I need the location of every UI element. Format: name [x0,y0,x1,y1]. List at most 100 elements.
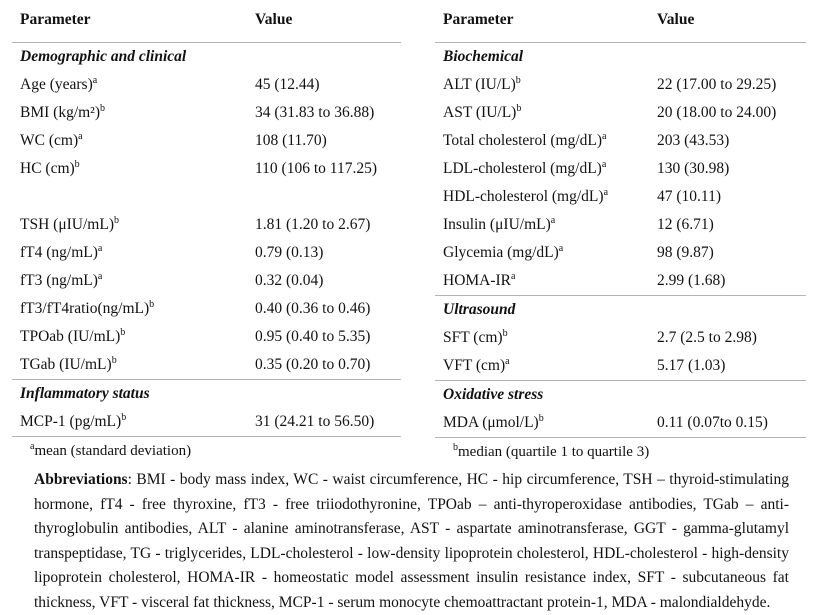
statistic-type-superscript: a [505,355,510,367]
row-parameter-label: Glycemia (mg/dL)a [443,242,564,261]
table-header-left: Parameter Value [12,0,401,43]
table-body-left: Demographic and clinical Age (years)a 45 (… [12,43,401,436]
section-title: Demographic and clinical [20,48,187,65]
row-parameter-label: TGab (IU/mL)b [20,354,117,373]
table-row: TSH (μIU/mL)b 1.81 (1.20 to 2.67) [12,211,401,239]
table-row: HOMA-IRa 2.99 (1.68) [435,267,806,295]
parameters-table-left: Parameter Value Demographic and clinical… [12,0,401,460]
row-parameter-label: BMI (kg/m²)b [20,102,105,121]
row-parameter-label: Total cholesterol (mg/dL)a [443,130,607,149]
table-row: AST (IU/L)b 20 (18.00 to 24.00) [435,99,806,127]
row-parameter-label: TPOab (IU/mL)b [20,326,126,345]
row-parameter-label: HC (cm)b [20,158,80,177]
row-value: 110 (106 to 117.25) [255,160,377,177]
statistic-type-superscript: b [100,102,105,114]
table-row: TPOab (IU/mL)b 0.95 (0.40 to 5.35) [12,323,401,351]
statistic-type-superscript: b [113,214,119,226]
row-value: 45 (12.44) [255,76,320,93]
row-parameter-label: VFT (cm)a [443,355,510,374]
table-row: Age (years)a 45 (12.44) [12,71,401,99]
column-header-parameter: Parameter [443,11,514,28]
row-parameter-label: LDL-cholesterol (mg/dL)a [443,158,607,177]
statistic-type-superscript: a [550,214,556,226]
table-row: fT4 (ng/mL)a 0.79 (0.13) [12,239,401,267]
table-row: TGab (IU/mL)b 0.35 (0.20 to 0.70) [12,351,401,379]
paper-table-page: { "page": { "background_color": "#ffffff… [12,0,806,611]
table-row: Glycemia (mg/dL)a 98 (9.87) [435,239,806,267]
row-parameter-label: MCP-1 (pg/mL)b [20,411,127,430]
footnote-text: median (quartile 1 to quartile 3) [458,444,650,460]
table-row: MDA (μmol/L)b 0.11 (0.07to 0.15) [435,409,806,437]
abbreviations-lead: Abbreviations [34,471,128,488]
abbreviations-paragraph: Abbreviations: BMI - body mass index, WC… [34,468,789,615]
column-header-value: Value [255,11,293,28]
row-parameter-label: HDL-cholesterol (mg/dL)a [443,186,609,205]
statistic-type-superscript: a [601,158,607,170]
row-value: 0.11 (0.07to 0.15) [657,414,768,431]
row-parameter-label: Insulin (μIU/mL)a [443,214,556,233]
statistic-type-superscript: a [92,74,98,86]
table-header-right: Parameter Value [435,0,806,43]
abbreviations-text: : BMI - body mass index, WC - waist circ… [34,471,789,611]
row-parameter-label: WC (cm)a [20,130,83,149]
footnote-sup: a [30,441,35,452]
footnote-text: mean (standard deviation) [34,443,192,459]
row-parameter-label: fT3 (ng/mL)a [20,270,103,289]
row-value: 31 (24.21 to 56.50) [255,413,375,430]
row-value: 2.99 (1.68) [657,272,726,289]
table-row: Insulin (μIU/mL)a 12 (6.71) [435,211,806,239]
section-header-row: Demographic and clinical [12,43,401,71]
statistic-type-superscript: b [516,102,522,114]
row-value: 108 (11.70) [255,132,327,149]
table-row: SFT (cm)b 2.7 (2.5 to 2.98) [435,324,806,352]
statistic-type-superscript: a [97,270,103,282]
column-header-value: Value [657,11,695,28]
statistic-type-superscript: a [97,242,103,254]
statistic-type-superscript: a [78,130,83,142]
row-value: 0.95 (0.40 to 5.35) [255,328,371,345]
table-body-right: Biochemical ALT (IU/L)b 22 (17.00 to 29.25… [435,43,806,437]
table-bottom-rule [435,437,806,438]
section-divider-rule [12,379,401,380]
parameters-table-right: Parameter Value Biochemical ALT (IU/L)b 22… [435,0,806,461]
row-value: 22 (17.00 to 29.25) [657,76,777,93]
statistic-type-superscript: b [121,411,127,423]
row-value: 203 (43.53) [657,132,730,149]
table-row: HC (cm)b 110 (106 to 117.25) [12,155,401,183]
row-parameter-label: HOMA-IRa [443,270,516,289]
table-row: LDL-cholesterol (mg/dL)a 130 (30.98) [435,155,806,183]
table-bottom-rule [12,436,401,437]
row-parameter-label: fT4 (ng/mL)a [20,242,103,261]
table-row: fT3 (ng/mL)a 0.32 (0.04) [12,267,401,295]
table-row: fT3/fT4ratio(ng/mL)b 0.40 (0.36 to 0.46) [12,295,401,323]
row-value: 0.32 (0.04) [255,272,324,289]
section-header-row: Ultrasound [435,296,806,324]
row-parameter-label: MDA (μmol/L)b [443,412,544,431]
statistic-type-superscript: a [558,242,564,254]
row-parameter-label: ALT (IU/L)b [443,74,521,93]
statistic-type-superscript: a [603,186,609,198]
row-value: 98 (9.87) [657,244,714,261]
row-parameter-label: SFT (cm)b [443,327,508,346]
statistic-type-superscript: b [149,298,155,310]
section-title: Ultrasound [443,301,516,318]
row-value: 130 (30.98) [657,160,730,177]
section-title: Oxidative stress [443,386,544,403]
row-value: 0.40 (0.36 to 0.46) [255,300,371,317]
statistic-type-superscript: a [602,130,607,142]
statistic-type-superscript: b [120,326,126,338]
statistic-type-superscript: a [511,270,516,282]
table-row: WC (cm)a 108 (11.70) [12,127,401,155]
column-header-parameter: Parameter [20,11,91,28]
footnote-sup: b [453,442,458,453]
row-value: 1.81 (1.20 to 2.67) [255,216,371,233]
section-divider-rule [435,380,806,381]
row-value: 20 (18.00 to 24.00) [657,104,777,121]
section-header-row: Biochemical [435,43,806,71]
row-parameter-label: AST (IU/L)b [443,102,522,121]
row-parameter-label: Age (years)a [20,74,98,93]
statistic-type-superscript: b [74,158,80,170]
statistic-type-superscript: b [538,412,544,424]
section-header-row: Oxidative stress [435,381,806,409]
row-value: 47 (10.11) [657,188,721,205]
